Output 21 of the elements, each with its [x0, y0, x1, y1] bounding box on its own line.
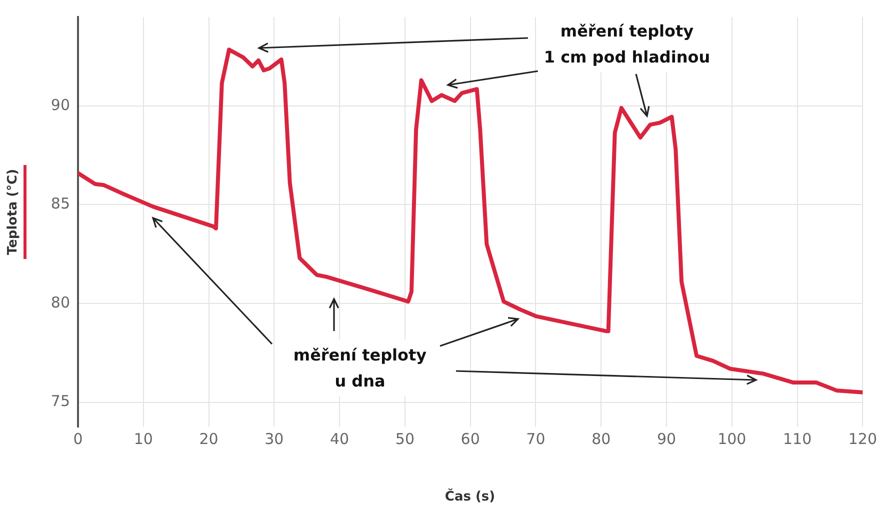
x-tick-label: 20 [199, 430, 218, 448]
x-tick-label: 110 [782, 430, 812, 448]
x-tick-label: 60 [460, 430, 480, 448]
x-tick-label: 70 [526, 430, 546, 448]
x-tick-label: 50 [395, 430, 414, 448]
annotation: měření teploty u dna [287, 339, 433, 397]
x-tick-label: 90 [656, 430, 676, 448]
x-tick-label: 100 [718, 430, 746, 448]
x-tick-label: 0 [73, 430, 83, 448]
x-axis-title: Čas (s) [444, 490, 496, 504]
y-axis-title: Teplota (°C) [6, 168, 20, 256]
annotation: měření teploty 1 cm pod hladinou [538, 15, 716, 73]
y-tick-label: 80 [50, 293, 70, 312]
y-tick-label: 85 [50, 194, 70, 213]
x-tick-label: 80 [592, 430, 611, 448]
x-tick-label: 40 [330, 430, 350, 448]
x-tick-label: 120 [848, 430, 878, 448]
x-tick-label: 30 [264, 430, 284, 448]
x-tick-label: 10 [134, 430, 153, 448]
y-tick-label: 90 [50, 96, 70, 114]
y-tick-label: 75 [50, 392, 70, 410]
